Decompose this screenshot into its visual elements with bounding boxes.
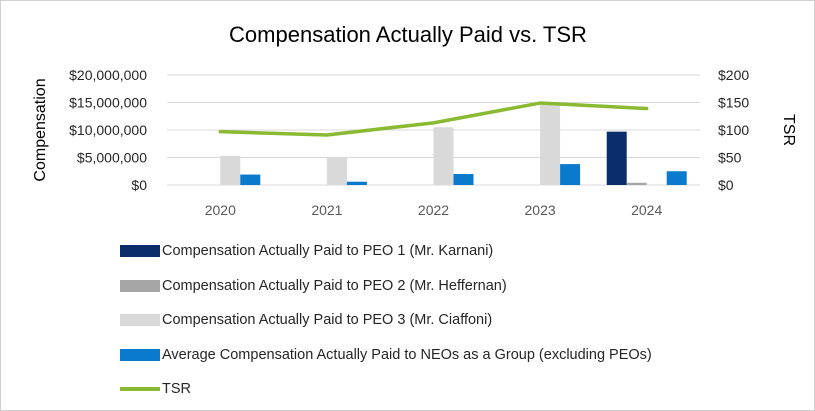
y-axis-label: Compensation	[32, 78, 49, 181]
bar	[346, 181, 367, 185]
x-tick-label: 2021	[311, 202, 342, 218]
chart-title: Compensation Actually Paid vs. TSR	[229, 22, 587, 47]
legend-swatch-peo1	[120, 245, 160, 258]
y2-axis-label: TSR	[780, 114, 797, 146]
y-tick-label: $20,000,000	[69, 67, 147, 83]
x-tick-label: 2023	[525, 202, 556, 218]
bar	[220, 155, 241, 185]
legend-swatch-peo2	[120, 279, 160, 292]
y2-tick-label: $150	[718, 95, 749, 111]
x-tick-label: 2022	[418, 202, 449, 218]
y-tick-label: $0	[131, 177, 147, 193]
y2-tick-label: $200	[718, 67, 749, 83]
legend-item-peo3: Compensation Actually Paid to PEO 3 (Mr.…	[120, 303, 652, 338]
legend: Compensation Actually Paid to PEO 1 (Mr.…	[120, 234, 652, 407]
legend-item-peo2: Compensation Actually Paid to PEO 2 (Mr.…	[120, 269, 652, 304]
legend-item-neo-average: Average Compensation Actually Paid to NE…	[120, 338, 652, 373]
y-tick-label: $5,000,000	[77, 150, 147, 166]
y2-tick-label: $100	[718, 122, 749, 138]
bar	[540, 104, 561, 185]
x-tick-label: 2020	[205, 202, 236, 218]
bar	[560, 164, 581, 185]
bar	[606, 131, 627, 185]
legend-swatch-neo-average	[120, 348, 160, 361]
legend-label-peo2: Compensation Actually Paid to PEO 2 (Mr.…	[162, 277, 507, 294]
legend-item-peo1: Compensation Actually Paid to PEO 1 (Mr.…	[120, 234, 652, 269]
legend-label-tsr: TSR	[162, 381, 191, 398]
bar	[240, 174, 261, 185]
y-tick-label: $15,000,000	[69, 95, 147, 111]
bar	[666, 171, 687, 185]
legend-swatch-tsr	[120, 387, 160, 392]
bar	[326, 156, 347, 185]
legend-label-neo-average: Average Compensation Actually Paid to NE…	[162, 346, 652, 363]
legend-label-peo3: Compensation Actually Paid to PEO 3 (Mr.…	[162, 312, 493, 329]
y-tick-label: $10,000,000	[69, 122, 147, 138]
legend-swatch-peo3	[120, 314, 160, 327]
bar	[433, 127, 454, 185]
y2-tick-label: $50	[718, 150, 742, 166]
bar	[453, 174, 474, 185]
y2-tick-label: $0	[718, 177, 734, 193]
bar	[626, 182, 647, 185]
legend-label-peo1: Compensation Actually Paid to PEO 1 (Mr.…	[162, 243, 494, 260]
x-tick-label: 2024	[631, 202, 662, 218]
legend-item-tsr: TSR	[120, 372, 652, 407]
